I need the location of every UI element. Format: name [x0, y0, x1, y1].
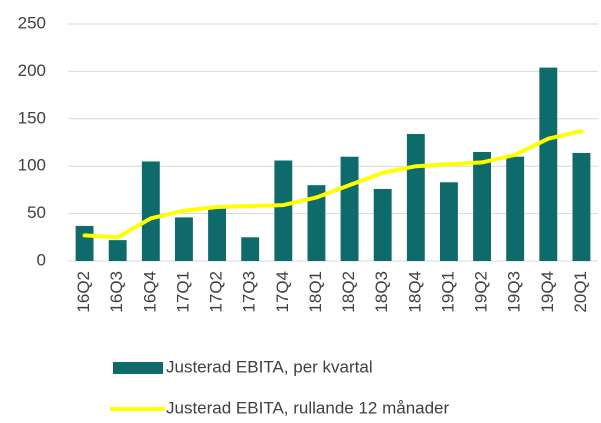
bar	[439, 182, 458, 261]
bar	[539, 67, 558, 261]
x-tick-label: 16Q2	[74, 271, 93, 313]
bar	[174, 217, 193, 261]
x-tick-label: 19Q3	[505, 271, 524, 313]
bar	[141, 161, 160, 261]
x-tick-label: 18Q1	[306, 271, 325, 313]
x-tick-label: 19Q2	[472, 271, 491, 313]
x-tick-label: 20Q1	[571, 271, 590, 313]
y-tick-label: 50	[27, 203, 46, 222]
x-tick-label: 16Q4	[140, 271, 159, 313]
x-tick-label: 17Q2	[207, 271, 226, 313]
bar	[208, 207, 227, 261]
bar	[506, 156, 525, 261]
bar	[473, 151, 492, 261]
legend-label: Justerad EBITA, per kvartal	[166, 357, 373, 376]
y-tick-label: 150	[18, 108, 46, 127]
x-tick-label: 17Q1	[173, 271, 192, 313]
x-tick-label: 16Q3	[107, 271, 126, 313]
x-tick-label: 19Q1	[438, 271, 457, 313]
x-tick-label: 18Q4	[405, 271, 424, 313]
bar	[572, 152, 591, 261]
bar	[406, 133, 425, 261]
x-tick-label: 17Q4	[273, 271, 292, 313]
y-tick-label: 100	[18, 156, 46, 175]
bar	[241, 237, 260, 261]
x-tick-label: 19Q4	[538, 271, 557, 313]
legend-label: Justerad EBITA, rullande 12 månader	[166, 398, 450, 417]
y-tick-label: 250	[18, 13, 46, 32]
bar	[373, 188, 392, 261]
x-tick-label: 18Q2	[339, 271, 358, 313]
legend-swatch	[113, 362, 163, 374]
y-tick-label: 200	[18, 61, 46, 80]
bar	[274, 160, 293, 261]
line	[82, 129, 584, 240]
bar	[108, 240, 127, 261]
x-tick-label: 18Q3	[372, 271, 391, 313]
y-tick-label: 0	[37, 250, 46, 269]
bar	[340, 156, 359, 261]
bar	[307, 185, 326, 261]
bar	[75, 225, 94, 261]
x-tick-label: 17Q3	[240, 271, 259, 313]
